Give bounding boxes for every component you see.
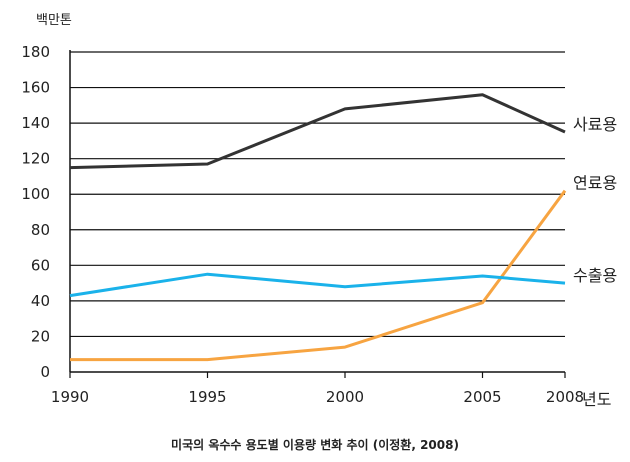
series-label-1: 사료용: [573, 115, 617, 134]
axes: [69, 50, 565, 373]
y-tick-label: 100: [21, 185, 50, 203]
y-axis-ticks: 0 20 40 60 80 100 120 140 160 180: [21, 43, 50, 381]
series-lines: [69, 93, 567, 362]
gridlines: [70, 51, 565, 338]
x-tick-label: 1995: [188, 388, 226, 406]
y-tick-label: 120: [21, 150, 50, 168]
y-tick-label: 140: [21, 114, 50, 132]
y-tick-label: 180: [21, 43, 50, 61]
series-line-3: [69, 272, 566, 298]
y-tick-label: 20: [31, 327, 50, 345]
series-label-2: 연료용: [573, 174, 617, 193]
y-tick-label: 40: [31, 292, 50, 310]
x-axis-unit-label: 년도: [582, 390, 611, 409]
series-line-1: [69, 93, 566, 170]
y-tick-label: 60: [31, 256, 50, 274]
x-tick-label: 2000: [326, 388, 364, 406]
series-label-3: 수출용: [573, 266, 617, 285]
series-line-2: [70, 189, 567, 362]
y-tick-label: 80: [31, 221, 50, 239]
x-tick-label: 2008: [546, 388, 584, 406]
y-axis-unit-label: 백만톤: [36, 13, 72, 28]
chart-caption: 미국의 옥수수 용도별 이용량 변화 추이 (이정환, 2008): [171, 438, 459, 452]
x-axis-ticks: 1990 1995 2000 2005 2008: [51, 372, 584, 406]
y-tick-label: 160: [21, 79, 50, 97]
x-tick-label: 1990: [51, 388, 89, 406]
x-tick-label: 2005: [463, 388, 501, 406]
y-tick-label: 0: [40, 363, 50, 381]
